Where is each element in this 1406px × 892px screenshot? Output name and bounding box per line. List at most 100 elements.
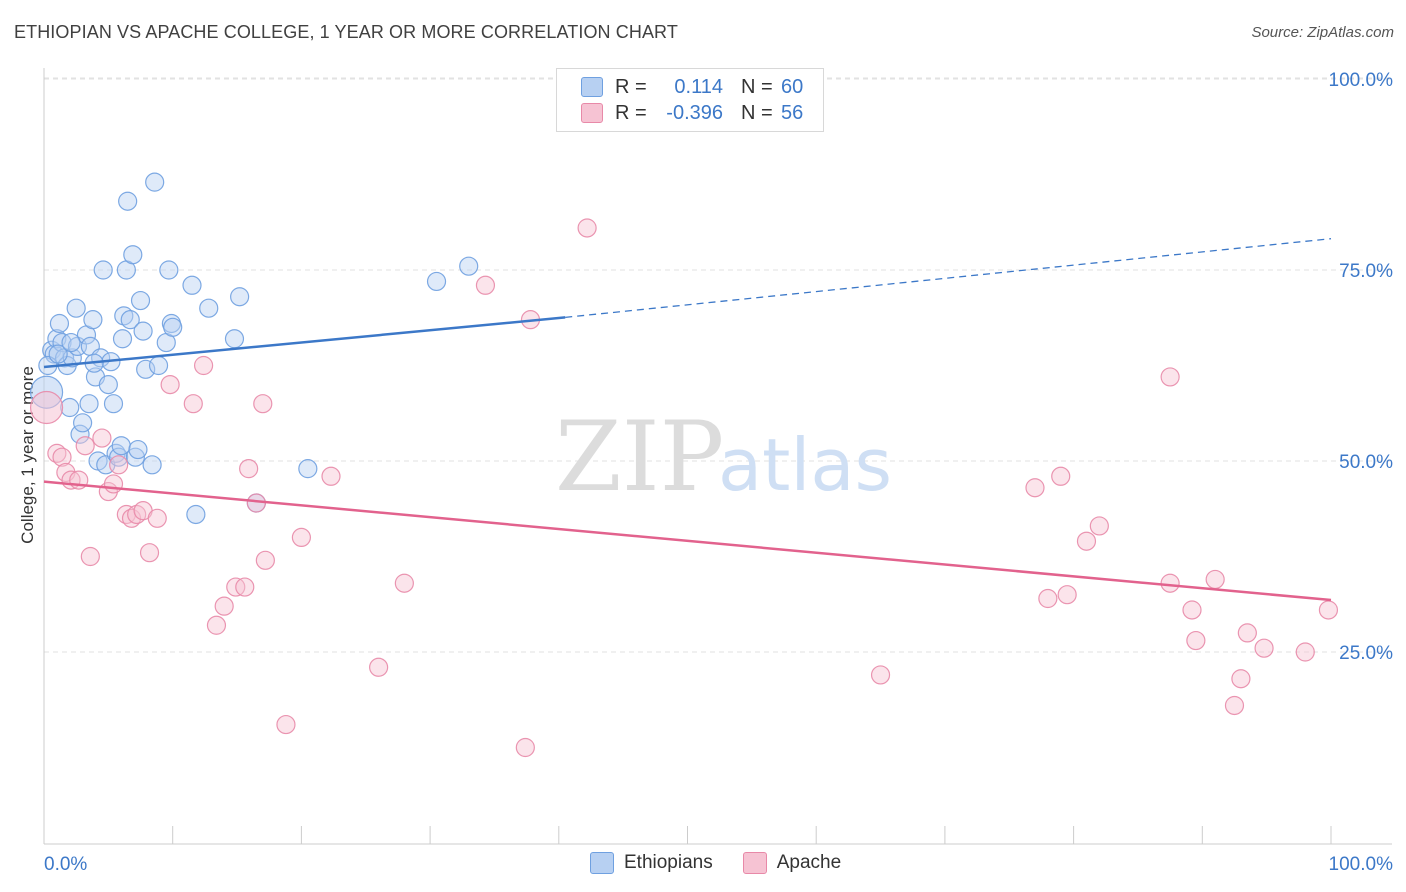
data-points [29,172,1339,758]
legend-item-ethiopians: Ethiopians [590,852,713,874]
chart-title: ETHIOPIAN VS APACHE COLLEGE, 1 YEAR OR M… [14,22,678,42]
apache-point [1231,669,1251,689]
legend-item-apache: Apache [742,852,841,874]
ethiopians-point [61,332,81,353]
apache-point [1318,600,1339,620]
ethiopians-point [148,355,169,376]
stats-legend: R = 0.114 N = 60 R = -0.396 N = 56 [556,68,824,132]
apache-point [1057,585,1077,605]
ethiopians-point [79,394,99,414]
apache-point [870,665,891,685]
apache-point [103,474,124,494]
ethiopians-point [298,459,318,479]
apache-point [193,355,214,376]
apache-point [253,394,273,414]
y-tick-label-100: 100.0% [1329,70,1394,91]
apache-point [1186,630,1206,651]
apache-trend-line [43,480,1332,602]
apache-point [276,714,296,735]
n-label: N = [741,75,773,98]
y-tick-label-25: 25.0% [1339,643,1393,664]
watermark-atlas: atlas [718,423,892,507]
ethiopians-point [62,348,82,368]
ethiopians-point [83,310,103,330]
apache-point [1224,695,1245,716]
ethiopians-point [60,397,80,418]
x-tick-labels: 0.0% 100.0% [44,854,1393,875]
ethiopians-point [48,344,68,364]
n-value: 56 [781,101,804,124]
apache-point [1051,466,1071,486]
apache-point [52,447,72,467]
apache-point [1295,642,1315,662]
ethiopians-point [182,275,202,295]
ethiopians-point [142,455,162,475]
apache-point [291,527,311,548]
r-label: R = [615,101,647,124]
apache-point [29,390,64,425]
ethiopians-point [123,245,143,265]
apache-point [235,577,255,597]
ethiopians-point [130,290,151,311]
ethiopians-point [133,321,153,341]
ethiopians-point [66,298,86,318]
n-label: N = [741,101,773,124]
source-label: Source: ZipAtlas.com [1251,24,1394,41]
apache-point [1160,573,1180,593]
apache-point [321,466,341,486]
ethiopians-swatch [581,77,603,97]
apache-point [1038,588,1058,609]
apache-point [1237,623,1257,643]
ethiopians-swatch [590,852,614,874]
apache-point [475,275,496,295]
y-tick-labels: 25.0% 50.0% 75.0% 100.0% [1329,70,1394,664]
apache-point [1089,516,1109,536]
ethiopians-point [98,375,118,395]
series-legend: Ethiopians Apache [590,852,871,874]
apache-point [147,508,167,528]
apache-point [1160,367,1180,387]
legend-row-apache: R = -0.396 N = 56 [581,101,803,125]
ethiopians-point [224,329,245,349]
apache-point [206,615,227,635]
ethiopians-point [199,298,219,318]
ethiopians-point [186,504,206,525]
apache-point [255,550,275,570]
y-tick-label-75: 75.0% [1339,261,1393,282]
apache-point [139,543,160,563]
apache-point [577,218,597,238]
apache-point [1205,569,1225,590]
apache-swatch [581,103,603,123]
apache-point [160,375,180,395]
ethiopians-point [49,313,70,334]
apache-point [92,428,112,448]
apache-point [246,493,266,513]
x-tick-label-0: 0.0% [44,854,87,875]
watermark-zip: ZIP [555,401,724,513]
y-tick-label-50: 50.0% [1339,452,1393,473]
ethiopians-point [109,447,129,467]
apache-point [1182,600,1202,620]
ethiopians-point [230,287,250,307]
ethiopians-point [426,271,447,292]
r-value: -0.396 [666,101,723,124]
x-tick-label-100: 100.0% [1329,854,1394,875]
ethiopians-trend-line [43,316,566,369]
apache-point [1254,638,1274,658]
apache-point [239,459,259,479]
ethiopians-point [118,191,138,211]
n-value: 60 [781,75,804,98]
ethiopians-point [70,424,90,444]
apache-swatch [742,852,767,874]
apache-point [394,573,414,593]
ethiopians-point [159,260,179,280]
ethiopians-point [112,329,133,349]
ethiopians-point [163,317,183,337]
apache-point [515,737,535,758]
ethiopians-point [459,256,479,276]
x-axis-ticks [43,826,1332,844]
apache-point [75,436,95,456]
legend-row-ethiopians: R = 0.114 N = 60 [581,75,803,99]
ethiopians-point [73,413,93,433]
